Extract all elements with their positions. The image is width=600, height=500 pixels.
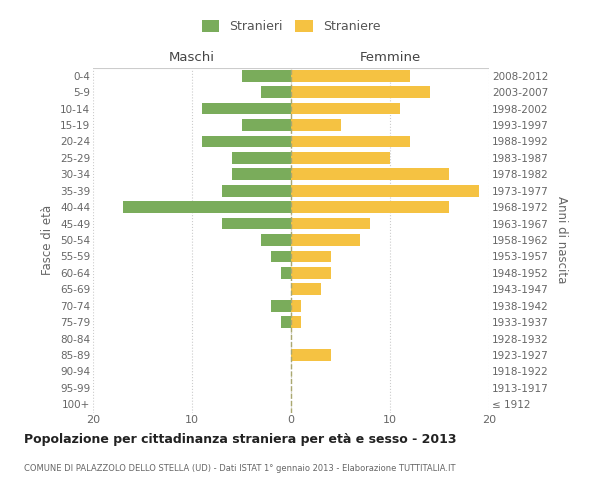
Y-axis label: Fasce di età: Fasce di età	[41, 205, 55, 275]
Bar	[262, 86, 291, 98]
Bar	[202, 136, 291, 147]
Bar	[291, 201, 449, 213]
Bar	[291, 70, 410, 82]
Bar	[291, 234, 361, 246]
Bar	[232, 152, 291, 164]
Bar	[291, 136, 410, 147]
Bar	[291, 300, 301, 312]
Bar	[281, 267, 291, 279]
Text: Maschi: Maschi	[169, 51, 215, 64]
Bar	[291, 168, 449, 180]
Bar	[291, 152, 390, 164]
Bar	[232, 168, 291, 180]
Bar	[271, 300, 291, 312]
Bar	[291, 86, 430, 98]
Bar	[291, 119, 341, 131]
Bar	[262, 234, 291, 246]
Bar	[291, 316, 301, 328]
Legend: Stranieri, Straniere: Stranieri, Straniere	[202, 20, 380, 34]
Y-axis label: Anni di nascita: Anni di nascita	[555, 196, 568, 284]
Bar	[242, 119, 291, 131]
Bar	[281, 316, 291, 328]
Bar	[291, 250, 331, 262]
Text: Femmine: Femmine	[359, 51, 421, 64]
Bar	[202, 102, 291, 115]
Bar	[222, 218, 291, 230]
Bar	[291, 185, 479, 196]
Bar	[222, 185, 291, 196]
Bar	[291, 218, 370, 230]
Bar	[291, 284, 321, 295]
Bar	[271, 250, 291, 262]
Bar	[291, 102, 400, 115]
Bar	[291, 349, 331, 361]
Bar	[122, 201, 291, 213]
Text: COMUNE DI PALAZZOLO DELLO STELLA (UD) - Dati ISTAT 1° gennaio 2013 - Elaborazion: COMUNE DI PALAZZOLO DELLO STELLA (UD) - …	[24, 464, 455, 473]
Bar	[242, 70, 291, 82]
Text: Popolazione per cittadinanza straniera per età e sesso - 2013: Popolazione per cittadinanza straniera p…	[24, 432, 457, 446]
Bar	[291, 267, 331, 279]
